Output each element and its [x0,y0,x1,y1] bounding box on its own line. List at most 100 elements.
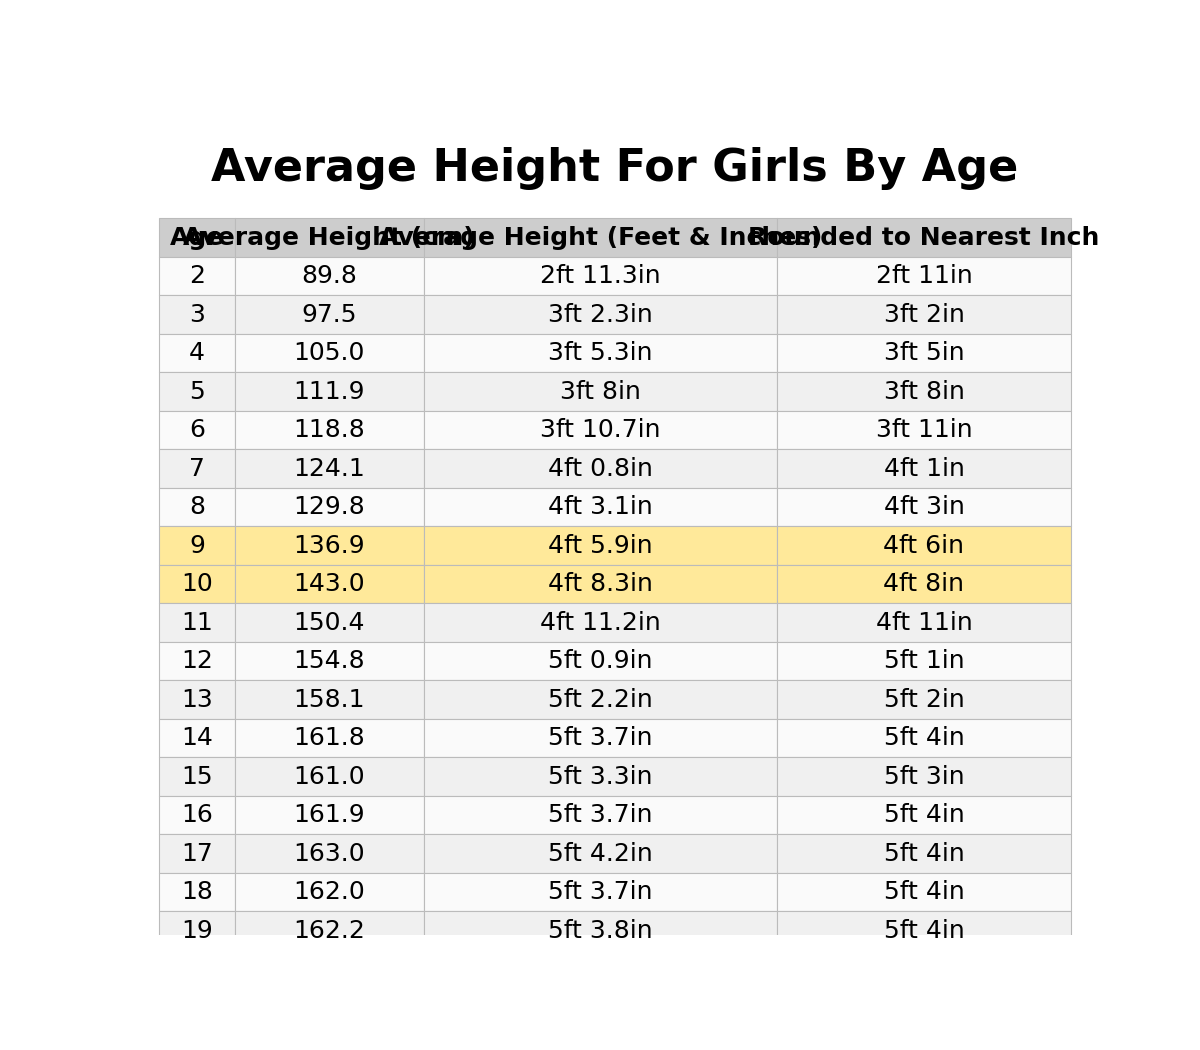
Text: 4ft 0.8in: 4ft 0.8in [548,457,653,481]
Bar [160,873,235,911]
Bar [235,604,424,642]
Text: 8: 8 [190,496,205,519]
Bar [778,835,1070,873]
Bar [160,218,235,257]
Text: 4ft 8.3in: 4ft 8.3in [548,572,653,596]
Text: 161.0: 161.0 [294,764,365,789]
Bar [235,488,424,526]
Text: 9: 9 [190,533,205,558]
Bar [235,411,424,449]
Bar [424,449,778,488]
Bar [424,526,778,565]
Bar [424,257,778,295]
Text: 118.8: 118.8 [294,418,365,442]
Text: 18: 18 [181,880,214,904]
Text: 4ft 11.2in: 4ft 11.2in [540,611,661,634]
Text: Average Height For Girls By Age: Average Height For Girls By Age [211,147,1019,190]
Bar [424,911,778,950]
Text: 7: 7 [190,457,205,481]
Text: 162.2: 162.2 [293,919,365,943]
Text: 5ft 4in: 5ft 4in [883,727,965,750]
Bar [235,835,424,873]
Text: 11: 11 [181,611,212,634]
Text: 4ft 8in: 4ft 8in [883,572,965,596]
Text: 4ft 3.1in: 4ft 3.1in [548,496,653,519]
Text: 158.1: 158.1 [294,688,365,712]
Text: 5ft 4.2in: 5ft 4.2in [548,842,653,865]
Text: 5ft 3.7in: 5ft 3.7in [548,880,653,904]
Bar [424,719,778,757]
Text: 89.8: 89.8 [301,265,358,288]
Bar [235,680,424,719]
Text: 136.9: 136.9 [294,533,365,558]
Bar [160,373,235,411]
Bar [424,411,778,449]
Bar [778,796,1070,835]
Text: 19: 19 [181,919,212,943]
Bar [424,218,778,257]
Text: 3: 3 [190,302,205,327]
Bar [778,449,1070,488]
Bar [424,334,778,373]
Bar [160,719,235,757]
Text: 3ft 8in: 3ft 8in [560,380,641,403]
Bar [235,449,424,488]
Text: 111.9: 111.9 [294,380,365,403]
Text: Rounded to Nearest Inch: Rounded to Nearest Inch [749,226,1099,250]
Bar [778,411,1070,449]
Text: 5ft 1in: 5ft 1in [883,649,965,673]
Bar [778,873,1070,911]
Text: 3ft 2in: 3ft 2in [883,302,965,327]
Bar [160,911,235,950]
Text: 10: 10 [181,572,212,596]
Bar [160,334,235,373]
Bar [235,257,424,295]
Text: 105.0: 105.0 [294,341,365,365]
Bar [778,295,1070,334]
Text: 5ft 3.8in: 5ft 3.8in [548,919,653,943]
Text: 5ft 3.7in: 5ft 3.7in [548,803,653,827]
Bar [235,526,424,565]
Text: 4ft 3in: 4ft 3in [883,496,965,519]
Text: 5ft 2in: 5ft 2in [883,688,965,712]
Bar [424,796,778,835]
Bar [235,796,424,835]
Text: 4ft 1in: 4ft 1in [883,457,965,481]
Bar [778,911,1070,950]
Text: 5ft 0.9in: 5ft 0.9in [548,649,653,673]
Bar [778,757,1070,796]
Text: 162.0: 162.0 [294,880,365,904]
Bar [235,757,424,796]
Bar [778,334,1070,373]
Text: 5: 5 [190,380,205,403]
Text: 3ft 5in: 3ft 5in [883,341,965,365]
Bar [160,680,235,719]
Bar [778,526,1070,565]
Bar [235,719,424,757]
Bar [424,680,778,719]
Text: 13: 13 [181,688,212,712]
Bar [778,373,1070,411]
Bar [160,565,235,604]
Bar [424,873,778,911]
Bar [235,873,424,911]
Text: 5ft 4in: 5ft 4in [883,880,965,904]
Text: 163.0: 163.0 [294,842,365,865]
Bar [778,604,1070,642]
Bar [235,334,424,373]
Bar [424,565,778,604]
Bar [160,257,235,295]
Text: 15: 15 [181,764,212,789]
Text: 5ft 3.7in: 5ft 3.7in [548,727,653,750]
Bar [235,565,424,604]
Bar [235,642,424,680]
Text: 97.5: 97.5 [301,302,358,327]
Text: Average Height (Feet & Inches): Average Height (Feet & Inches) [379,226,822,250]
Text: 3ft 8in: 3ft 8in [883,380,965,403]
Bar [778,719,1070,757]
Text: 5ft 3in: 5ft 3in [883,764,965,789]
Bar [160,295,235,334]
Bar [160,796,235,835]
Bar [778,680,1070,719]
Text: 4ft 5.9in: 4ft 5.9in [548,533,653,558]
